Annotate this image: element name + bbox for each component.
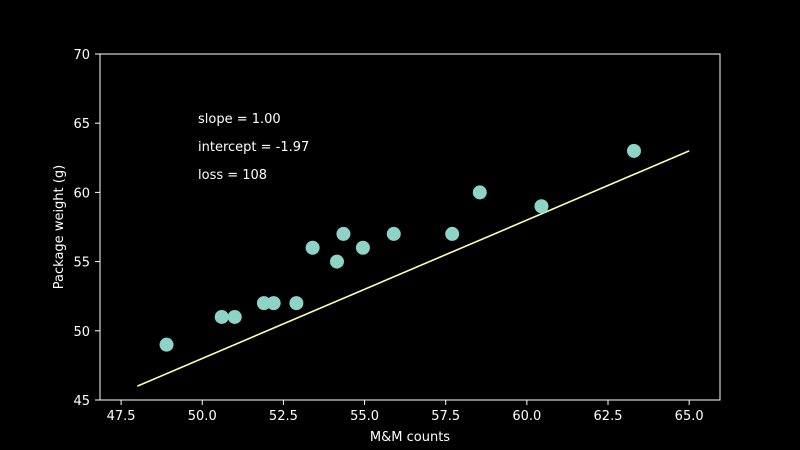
x-tick-label: 60.0	[512, 409, 541, 424]
x-tick-label: 65.0	[675, 409, 704, 424]
y-tick-label: 50	[73, 325, 90, 340]
annotations: slope = 1.00 intercept = -1.97 loss = 10…	[198, 112, 309, 183]
data-point	[355, 240, 370, 255]
x-tick-label: 52.5	[269, 409, 298, 424]
x-axis-label: M&M counts	[370, 430, 450, 445]
data-point	[214, 309, 229, 324]
data-point	[227, 309, 242, 324]
x-tick-label: 57.5	[431, 409, 460, 424]
x-tick-label: 55.0	[350, 409, 379, 424]
loss-annotation: loss = 108	[198, 168, 267, 183]
data-point	[266, 296, 281, 311]
y-tick-label: 55	[73, 256, 90, 271]
data-point	[445, 226, 460, 241]
y-axis-label: Package weight (g)	[52, 165, 67, 289]
x-tick-label: 50.0	[188, 409, 217, 424]
data-point	[289, 296, 304, 311]
y-tick-label: 70	[73, 48, 90, 63]
data-point	[329, 254, 344, 269]
intercept-annotation: intercept = -1.97	[198, 140, 309, 155]
data-point	[386, 226, 401, 241]
data-point	[626, 143, 641, 158]
data-point	[472, 185, 487, 200]
y-tick-label: 65	[73, 117, 90, 132]
x-tick-label: 62.5	[594, 409, 623, 424]
data-point	[534, 199, 549, 214]
slope-annotation: slope = 1.00	[198, 112, 281, 127]
x-tick-label: 47.5	[107, 409, 136, 424]
plot-frame	[99, 53, 721, 401]
y-tick-label: 45	[73, 394, 90, 409]
axes: 47.5 50.0 52.5 55.0 57.5 60.0 62.5 65.0 45 50 55 60…	[73, 48, 721, 424]
data-point	[256, 296, 271, 311]
data-point	[305, 240, 320, 255]
data-points	[159, 143, 641, 352]
data-point	[336, 226, 351, 241]
y-tick-label: 60	[73, 186, 90, 201]
data-point	[159, 337, 174, 352]
fit-line-layer	[137, 150, 690, 387]
regression-line	[137, 150, 690, 387]
